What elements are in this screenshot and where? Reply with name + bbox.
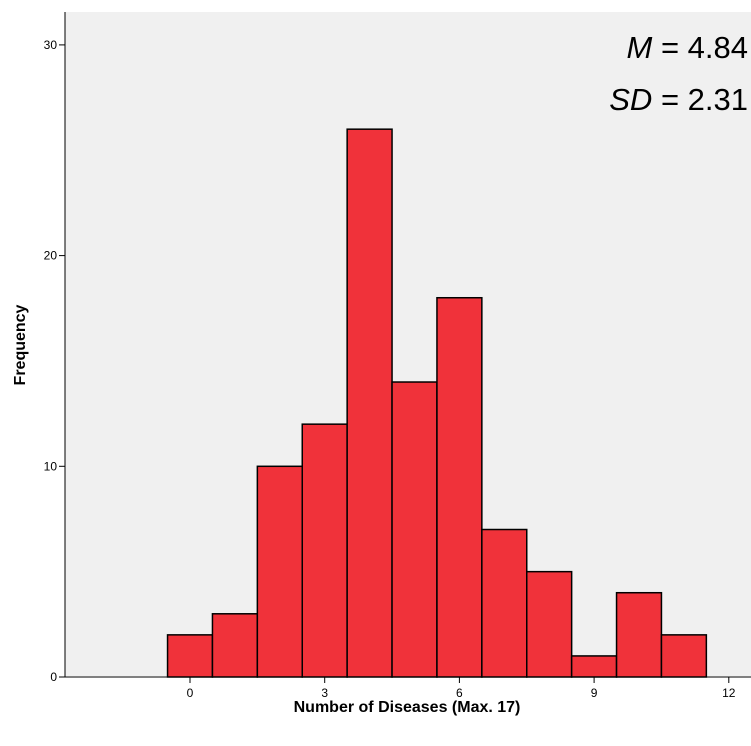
histogram-bar-11 [660, 634, 708, 678]
mean-value: = 4.84 [652, 30, 748, 65]
mean-symbol: M [627, 30, 653, 65]
sd-value: = 2.31 [652, 82, 748, 117]
y-axis-title: Frequency [12, 304, 29, 385]
histogram-bar-10 [615, 591, 663, 678]
histogram-bar-7 [481, 528, 528, 678]
y-tick-label-0: 0 [50, 670, 57, 684]
histogram-bar-1 [211, 613, 259, 678]
bars-group [166, 128, 708, 678]
sd-annotation: SD = 2.31 [609, 82, 748, 117]
histogram-bar-3 [301, 423, 348, 678]
histogram-bar-6 [436, 296, 483, 678]
x-tick-label-6: 6 [456, 686, 463, 700]
histogram-bar-0 [166, 634, 214, 678]
y-ticks-group: 0 10 20 30 [44, 38, 65, 684]
x-tick-label-3: 3 [321, 686, 328, 700]
sd-symbol: SD [609, 82, 652, 117]
histogram-bar-4 [346, 128, 393, 678]
y-tick-label-20: 20 [44, 249, 58, 263]
histogram-bar-2 [256, 465, 304, 678]
mean-annotation: M = 4.84 [627, 30, 749, 65]
histogram-bar-5 [391, 381, 438, 678]
x-tick-label-0: 0 [187, 686, 194, 700]
x-ticks-group: 0 3 6 9 12 [187, 677, 736, 700]
histogram-bar-9 [570, 655, 618, 678]
x-axis-title: Number of Diseases (Max. 17) [294, 699, 521, 716]
x-tick-label-9: 9 [591, 686, 598, 700]
x-tick-label-12: 12 [722, 686, 736, 700]
y-tick-label-10: 10 [44, 459, 58, 473]
y-tick-label-30: 30 [44, 38, 58, 52]
histogram-bar-8 [526, 570, 573, 678]
